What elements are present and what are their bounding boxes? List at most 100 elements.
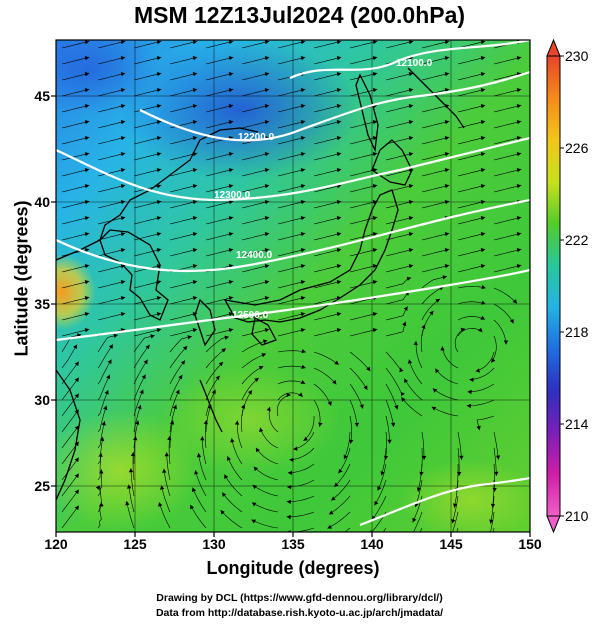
streamline-arrowhead <box>74 377 79 383</box>
streamline-arrowhead <box>516 216 522 221</box>
streamline-arrowhead <box>293 446 298 451</box>
streamline-arrowhead <box>192 328 198 333</box>
streamline <box>293 431 315 450</box>
streamline-arrowhead <box>253 466 259 472</box>
streamline-arrowhead <box>480 232 486 237</box>
streamline <box>385 264 414 273</box>
streamline <box>169 104 198 113</box>
streamline-arrowhead <box>495 455 501 460</box>
streamline-arrowhead <box>120 184 126 189</box>
streamline-arrowhead <box>372 152 378 157</box>
streamline <box>97 280 126 289</box>
streamline <box>349 56 378 65</box>
streamline-arrowhead <box>192 120 198 125</box>
streamline-arrowhead <box>156 216 162 221</box>
streamline <box>61 72 90 81</box>
streamline-arrowhead <box>221 348 226 353</box>
streamline <box>241 404 245 433</box>
streamline-arrowhead <box>480 168 486 173</box>
streamline-arrowhead <box>407 359 413 364</box>
streamline-arrowhead <box>113 333 118 338</box>
streamline <box>421 152 450 161</box>
streamline <box>61 334 82 353</box>
streamline-arrowhead <box>480 248 486 253</box>
streamline-arrowhead <box>178 374 183 380</box>
streamline-arrowhead <box>192 56 198 61</box>
streamline-arrowhead <box>408 88 414 93</box>
streamline-arrowhead <box>264 72 270 77</box>
streamline-arrowhead <box>327 401 332 406</box>
streamline <box>421 120 450 129</box>
streamline-arrowhead <box>156 168 162 173</box>
streamline <box>457 56 486 65</box>
streamline <box>493 287 518 304</box>
streamline-arrowhead <box>431 406 437 411</box>
streamline <box>277 280 306 289</box>
streamline-arrowhead <box>421 455 427 460</box>
streamline-arrowhead <box>192 216 198 221</box>
streamline-arrowhead <box>192 168 198 173</box>
streamline <box>303 416 315 441</box>
streamline-arrowhead <box>192 264 198 269</box>
streamline <box>169 184 198 193</box>
streamline-arrowhead <box>215 375 220 381</box>
streamline-arrowhead <box>192 248 198 253</box>
streamline <box>61 328 90 337</box>
streamline <box>241 56 270 65</box>
streamline <box>241 280 270 289</box>
streamline <box>61 296 90 305</box>
streamline-arrowhead <box>120 296 126 301</box>
streamline <box>349 72 378 81</box>
streamline <box>432 388 459 401</box>
streamline-arrowhead <box>264 216 270 221</box>
streamline <box>133 216 162 225</box>
streamline <box>286 527 315 532</box>
streamline <box>451 495 459 524</box>
streamline-arrowhead <box>444 136 450 141</box>
streamline <box>241 40 270 49</box>
streamline <box>385 72 414 81</box>
streamline <box>61 393 80 417</box>
streamline <box>277 380 306 385</box>
streamline-arrowhead <box>120 280 126 285</box>
streamline-arrowhead <box>480 152 486 157</box>
streamline-arrowhead <box>264 248 270 253</box>
streamline-arrowhead <box>480 184 486 189</box>
streamline <box>241 88 270 97</box>
streamline <box>97 184 126 193</box>
streamline-arrowhead <box>469 377 474 382</box>
streamline-arrowhead <box>516 184 522 189</box>
streamline-arrowhead <box>301 349 306 354</box>
streamline <box>158 502 171 529</box>
streamline-arrowhead <box>101 421 106 426</box>
streamline-arrowhead <box>241 404 246 409</box>
streamline <box>205 88 234 97</box>
streamline-arrowhead <box>408 152 414 157</box>
streamline <box>251 519 279 529</box>
streamline-arrowhead <box>251 519 256 524</box>
streamline <box>313 184 342 193</box>
streamline <box>190 504 207 529</box>
streamline <box>493 184 522 193</box>
streamline-arrowhead <box>74 425 79 431</box>
streamline-arrowhead <box>334 360 339 365</box>
streamline-arrowhead <box>372 328 378 333</box>
streamline-arrowhead <box>408 216 414 221</box>
streamline-arrowhead <box>429 310 434 316</box>
streamline <box>313 280 342 289</box>
streamline-arrowhead <box>228 104 234 109</box>
streamline <box>289 447 315 461</box>
streamline-arrowhead <box>228 168 234 173</box>
streamline-arrowhead <box>435 298 440 303</box>
streamline-arrowhead <box>481 284 486 290</box>
streamline <box>421 184 450 193</box>
streamline <box>169 404 177 433</box>
streamline <box>61 136 90 145</box>
streamline <box>169 420 174 449</box>
streamline-arrowhead <box>336 72 342 77</box>
streamline <box>241 377 259 401</box>
streamline <box>97 88 126 97</box>
streamline-arrowhead <box>156 56 162 61</box>
x-tick-label: 135 <box>281 536 305 552</box>
streamline <box>457 316 486 321</box>
